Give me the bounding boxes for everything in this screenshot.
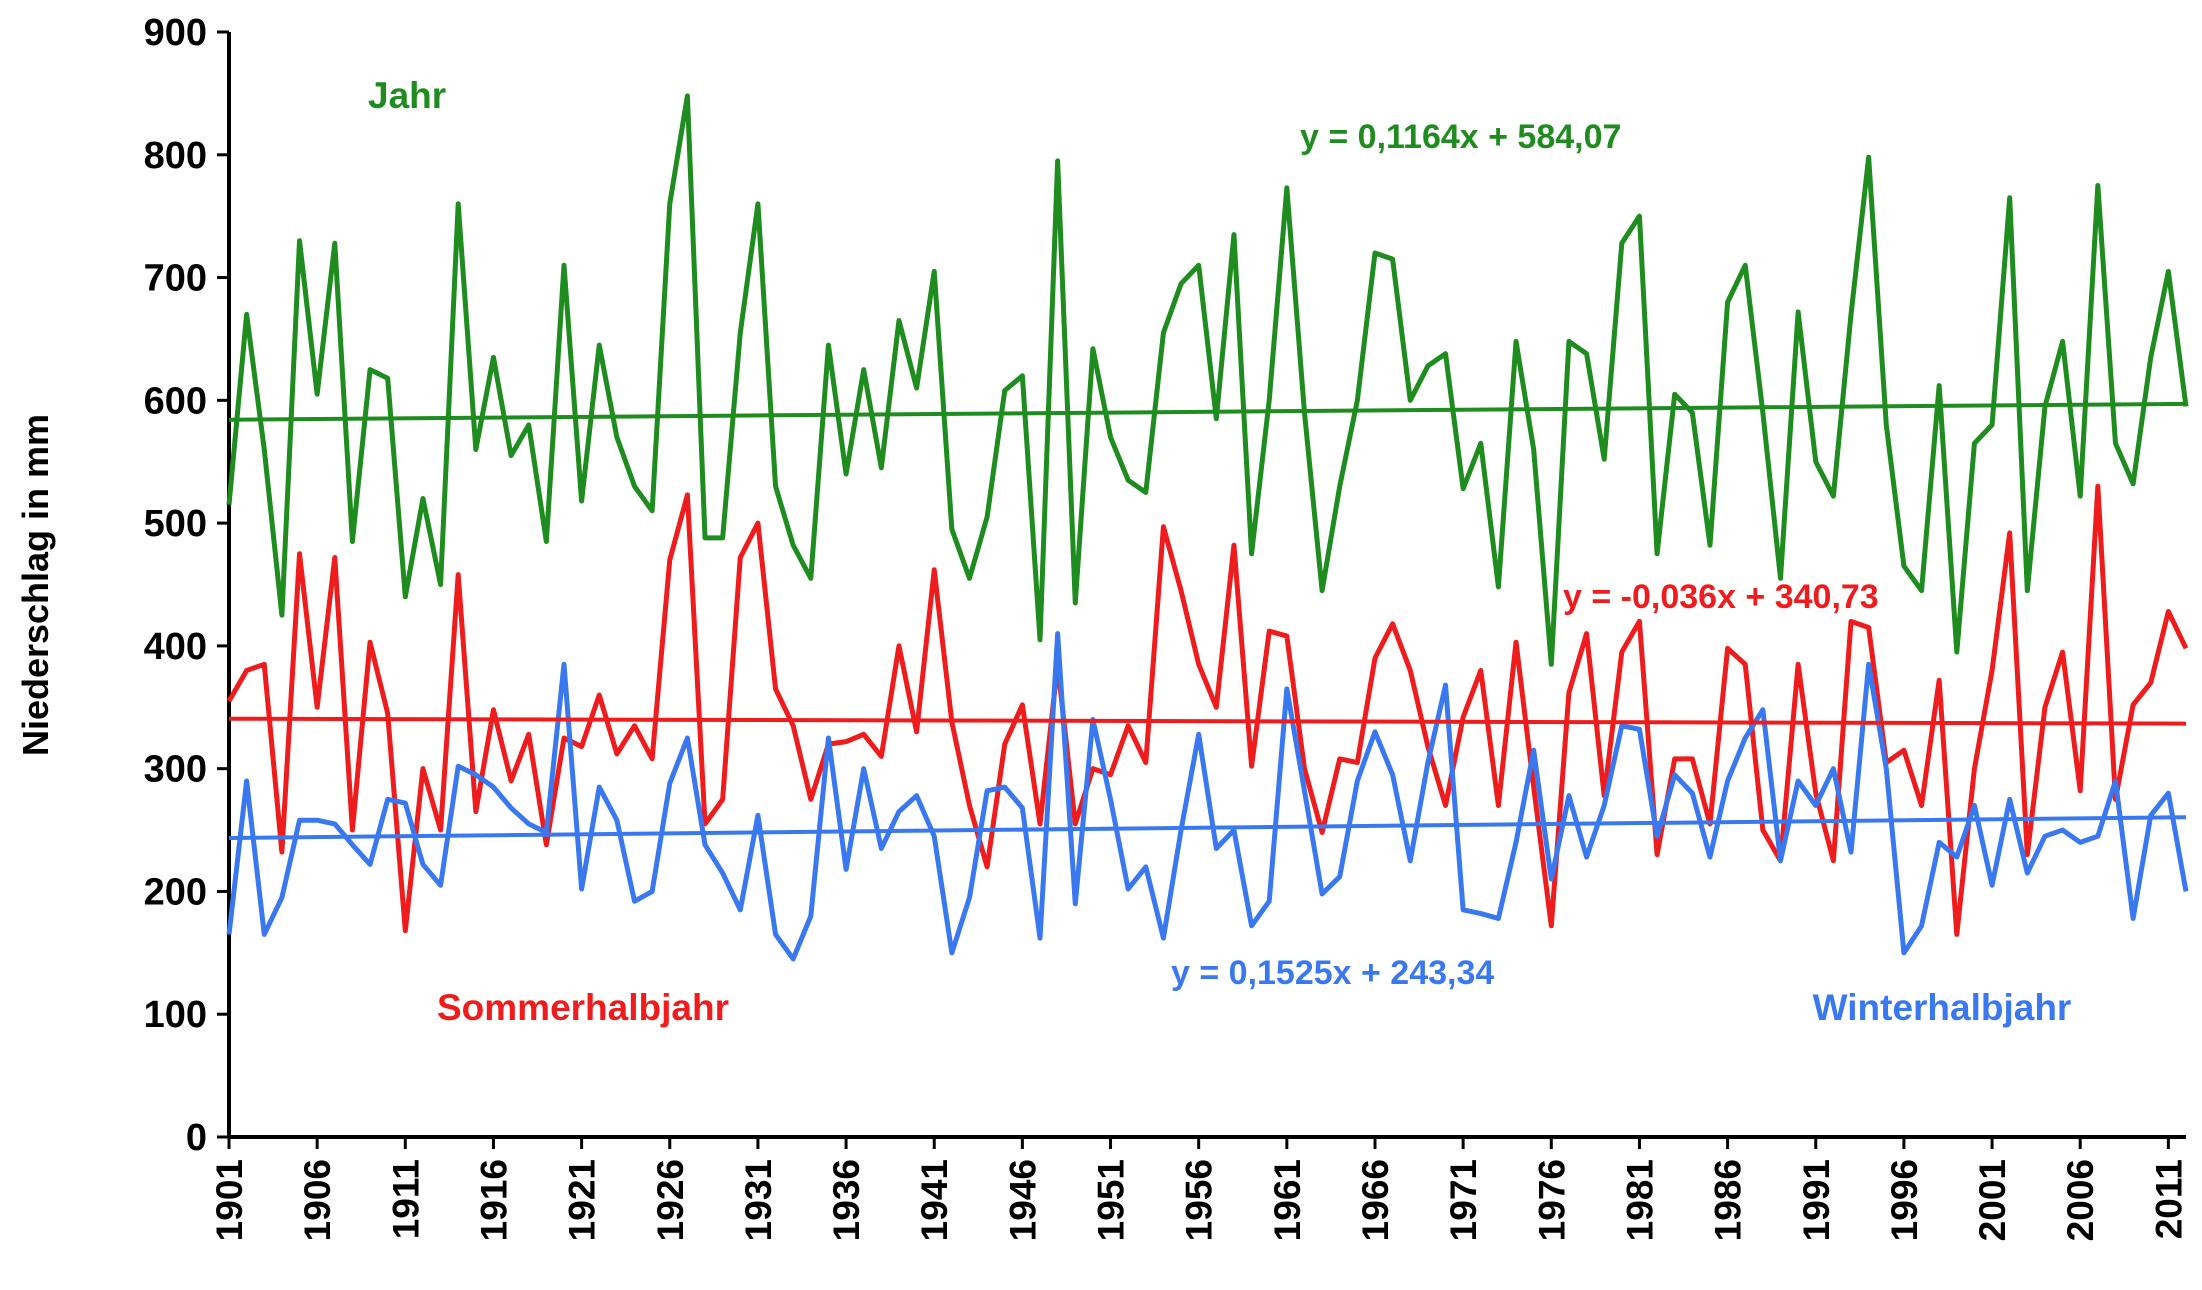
x-tick-label: 2006 bbox=[2060, 1159, 2101, 1241]
x-tick-label: 1906 bbox=[297, 1159, 338, 1241]
y-tick-label: 900 bbox=[144, 12, 207, 54]
trend-line bbox=[228, 815, 2187, 841]
x-tick-label: 1931 bbox=[738, 1159, 779, 1241]
x-tick-label: 1936 bbox=[826, 1159, 867, 1241]
x-tick-label: 1901 bbox=[209, 1159, 250, 1241]
x-tick-label: 1996 bbox=[1884, 1159, 1925, 1241]
x-tick-label: 2001 bbox=[1972, 1159, 2013, 1241]
y-tick-label: 600 bbox=[144, 380, 207, 422]
x-tick-label: 1941 bbox=[914, 1159, 955, 1241]
trend-equation: y = -0,036x + 340,73 bbox=[1563, 578, 1879, 616]
x-tick-label: 1946 bbox=[1002, 1159, 1043, 1241]
trend-line bbox=[228, 716, 2187, 726]
trend-equation: y = 0,1164x + 584,07 bbox=[1300, 118, 1621, 156]
x-tick-label: 1911 bbox=[385, 1159, 426, 1239]
x-tick-label: 1971 bbox=[1443, 1159, 1484, 1241]
x-tick-label: 1976 bbox=[1531, 1159, 1572, 1241]
y-tick-label: 300 bbox=[144, 749, 207, 791]
series-line bbox=[226, 483, 2189, 937]
series-label: Jahr bbox=[368, 75, 446, 116]
x-tick-label: 1961 bbox=[1267, 1159, 1308, 1241]
y-tick-label: 500 bbox=[144, 503, 207, 545]
x-tick-label: 1956 bbox=[1179, 1159, 1220, 1241]
x-tick-label: 1951 bbox=[1091, 1159, 1132, 1241]
x-tick-label: 1926 bbox=[650, 1159, 691, 1241]
x-tick-label: 1981 bbox=[1619, 1159, 1660, 1241]
y-tick-label: 700 bbox=[144, 258, 207, 300]
series-line bbox=[226, 93, 2189, 667]
x-tick-label: 1986 bbox=[1708, 1159, 1749, 1241]
series-line bbox=[226, 631, 2189, 962]
y-tick-label: 0 bbox=[186, 1117, 207, 1159]
x-tick-label: 2011 bbox=[2148, 1159, 2189, 1239]
y-tick-label: 200 bbox=[144, 871, 207, 913]
x-tick-label: 1921 bbox=[562, 1159, 603, 1241]
y-tick-label: 800 bbox=[144, 135, 207, 177]
y-tick-label: 100 bbox=[144, 994, 207, 1036]
x-tick-label: 1966 bbox=[1355, 1159, 1396, 1241]
trend-line bbox=[228, 401, 2187, 422]
trend-equation: y = 0,1525x + 243,34 bbox=[1171, 954, 1494, 992]
series-label: Sommerhalbjahr bbox=[437, 987, 729, 1028]
y-tick-label: 400 bbox=[144, 626, 207, 668]
y-axis-title: Niederschlag in mm bbox=[15, 414, 56, 756]
x-tick-label: 1991 bbox=[1796, 1159, 1837, 1241]
x-tick-label: 1916 bbox=[473, 1159, 514, 1241]
series-label: Winterhalbjahr bbox=[1813, 987, 2072, 1028]
